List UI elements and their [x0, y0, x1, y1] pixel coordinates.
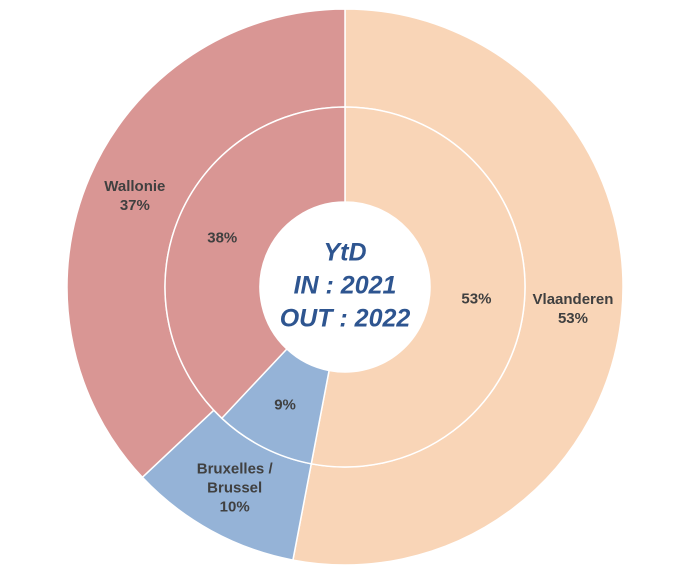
- center-text: IN : 2021: [294, 272, 397, 300]
- data-label: Bruxelles / Brussel 10%: [180, 459, 290, 516]
- data-label: 9%: [230, 395, 340, 414]
- value-label: 37%: [119, 197, 150, 215]
- donut-segment: [164, 106, 346, 420]
- center-text: YtD: [323, 239, 366, 267]
- data-label: Wallonie 37%: [80, 177, 190, 215]
- data-label: 38%: [167, 229, 277, 248]
- value-label: 9%: [274, 396, 296, 414]
- value-label: 38%: [207, 229, 238, 247]
- value-label: 53%: [461, 290, 492, 308]
- category-label: Wallonie: [104, 178, 166, 196]
- category-label: Bruxelles / Brussel: [196, 460, 273, 497]
- category-label: Vlaanderen: [532, 290, 614, 308]
- value-label: 53%: [557, 309, 588, 327]
- center-text: OUT : 2022: [280, 305, 411, 333]
- value-label: 10%: [219, 498, 250, 516]
- data-label: Vlaanderen 53%: [518, 290, 628, 328]
- donut-segment: [310, 106, 526, 468]
- data-label: 53%: [421, 290, 531, 309]
